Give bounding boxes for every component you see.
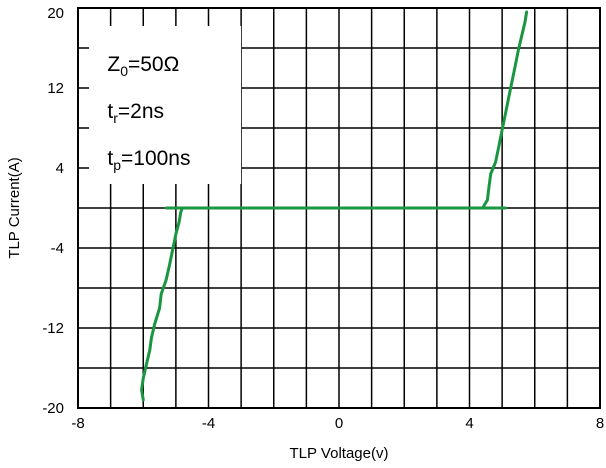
y-tick-label: -20 xyxy=(42,400,64,417)
x-tick-label: 8 xyxy=(596,415,604,432)
x-tick-label: -8 xyxy=(71,415,84,432)
y-tick-label: 4 xyxy=(56,160,64,177)
annotation-impedance-value: =50Ω xyxy=(128,53,179,76)
annotation-pulse-width-value: =100ns xyxy=(121,147,190,170)
annotation-impedance: Z0=50Ω xyxy=(107,53,179,79)
annotation-impedance-symbol: Z xyxy=(107,53,120,76)
annotation-impedance-subscript: 0 xyxy=(120,63,128,79)
annotation-rise-time-subscript: r xyxy=(113,110,118,126)
x-tick-label: 0 xyxy=(335,415,343,432)
y-tick-label: -12 xyxy=(42,320,64,337)
x-tick-labels: -8 -4 0 4 8 xyxy=(71,415,604,432)
y-tick-labels: -20 -12 -4 4 12 20 xyxy=(42,5,64,417)
y-tick-label: 20 xyxy=(47,5,64,22)
annotation-pulse-width-symbol: t xyxy=(107,147,113,170)
annotation-rise-time: tr=2ns xyxy=(107,100,164,126)
x-tick-label: -4 xyxy=(202,415,215,432)
x-tick-label: 4 xyxy=(465,415,473,432)
y-axis-label: TLP Current(A) xyxy=(6,157,23,258)
series-line xyxy=(140,10,529,402)
annotation-background xyxy=(89,26,242,184)
annotation-rise-time-symbol: t xyxy=(107,100,113,123)
annotation-pulse-width: tp=100ns xyxy=(107,147,190,173)
y-tick-label: 12 xyxy=(47,80,64,97)
x-axis-label: TLP Voltage(v) xyxy=(290,445,389,462)
plot-frame xyxy=(77,7,601,409)
annotation-pulse-width-subscript: p xyxy=(113,157,121,173)
annotation-rise-time-value: =2ns xyxy=(118,100,164,123)
y-tick-label: -4 xyxy=(51,240,64,257)
